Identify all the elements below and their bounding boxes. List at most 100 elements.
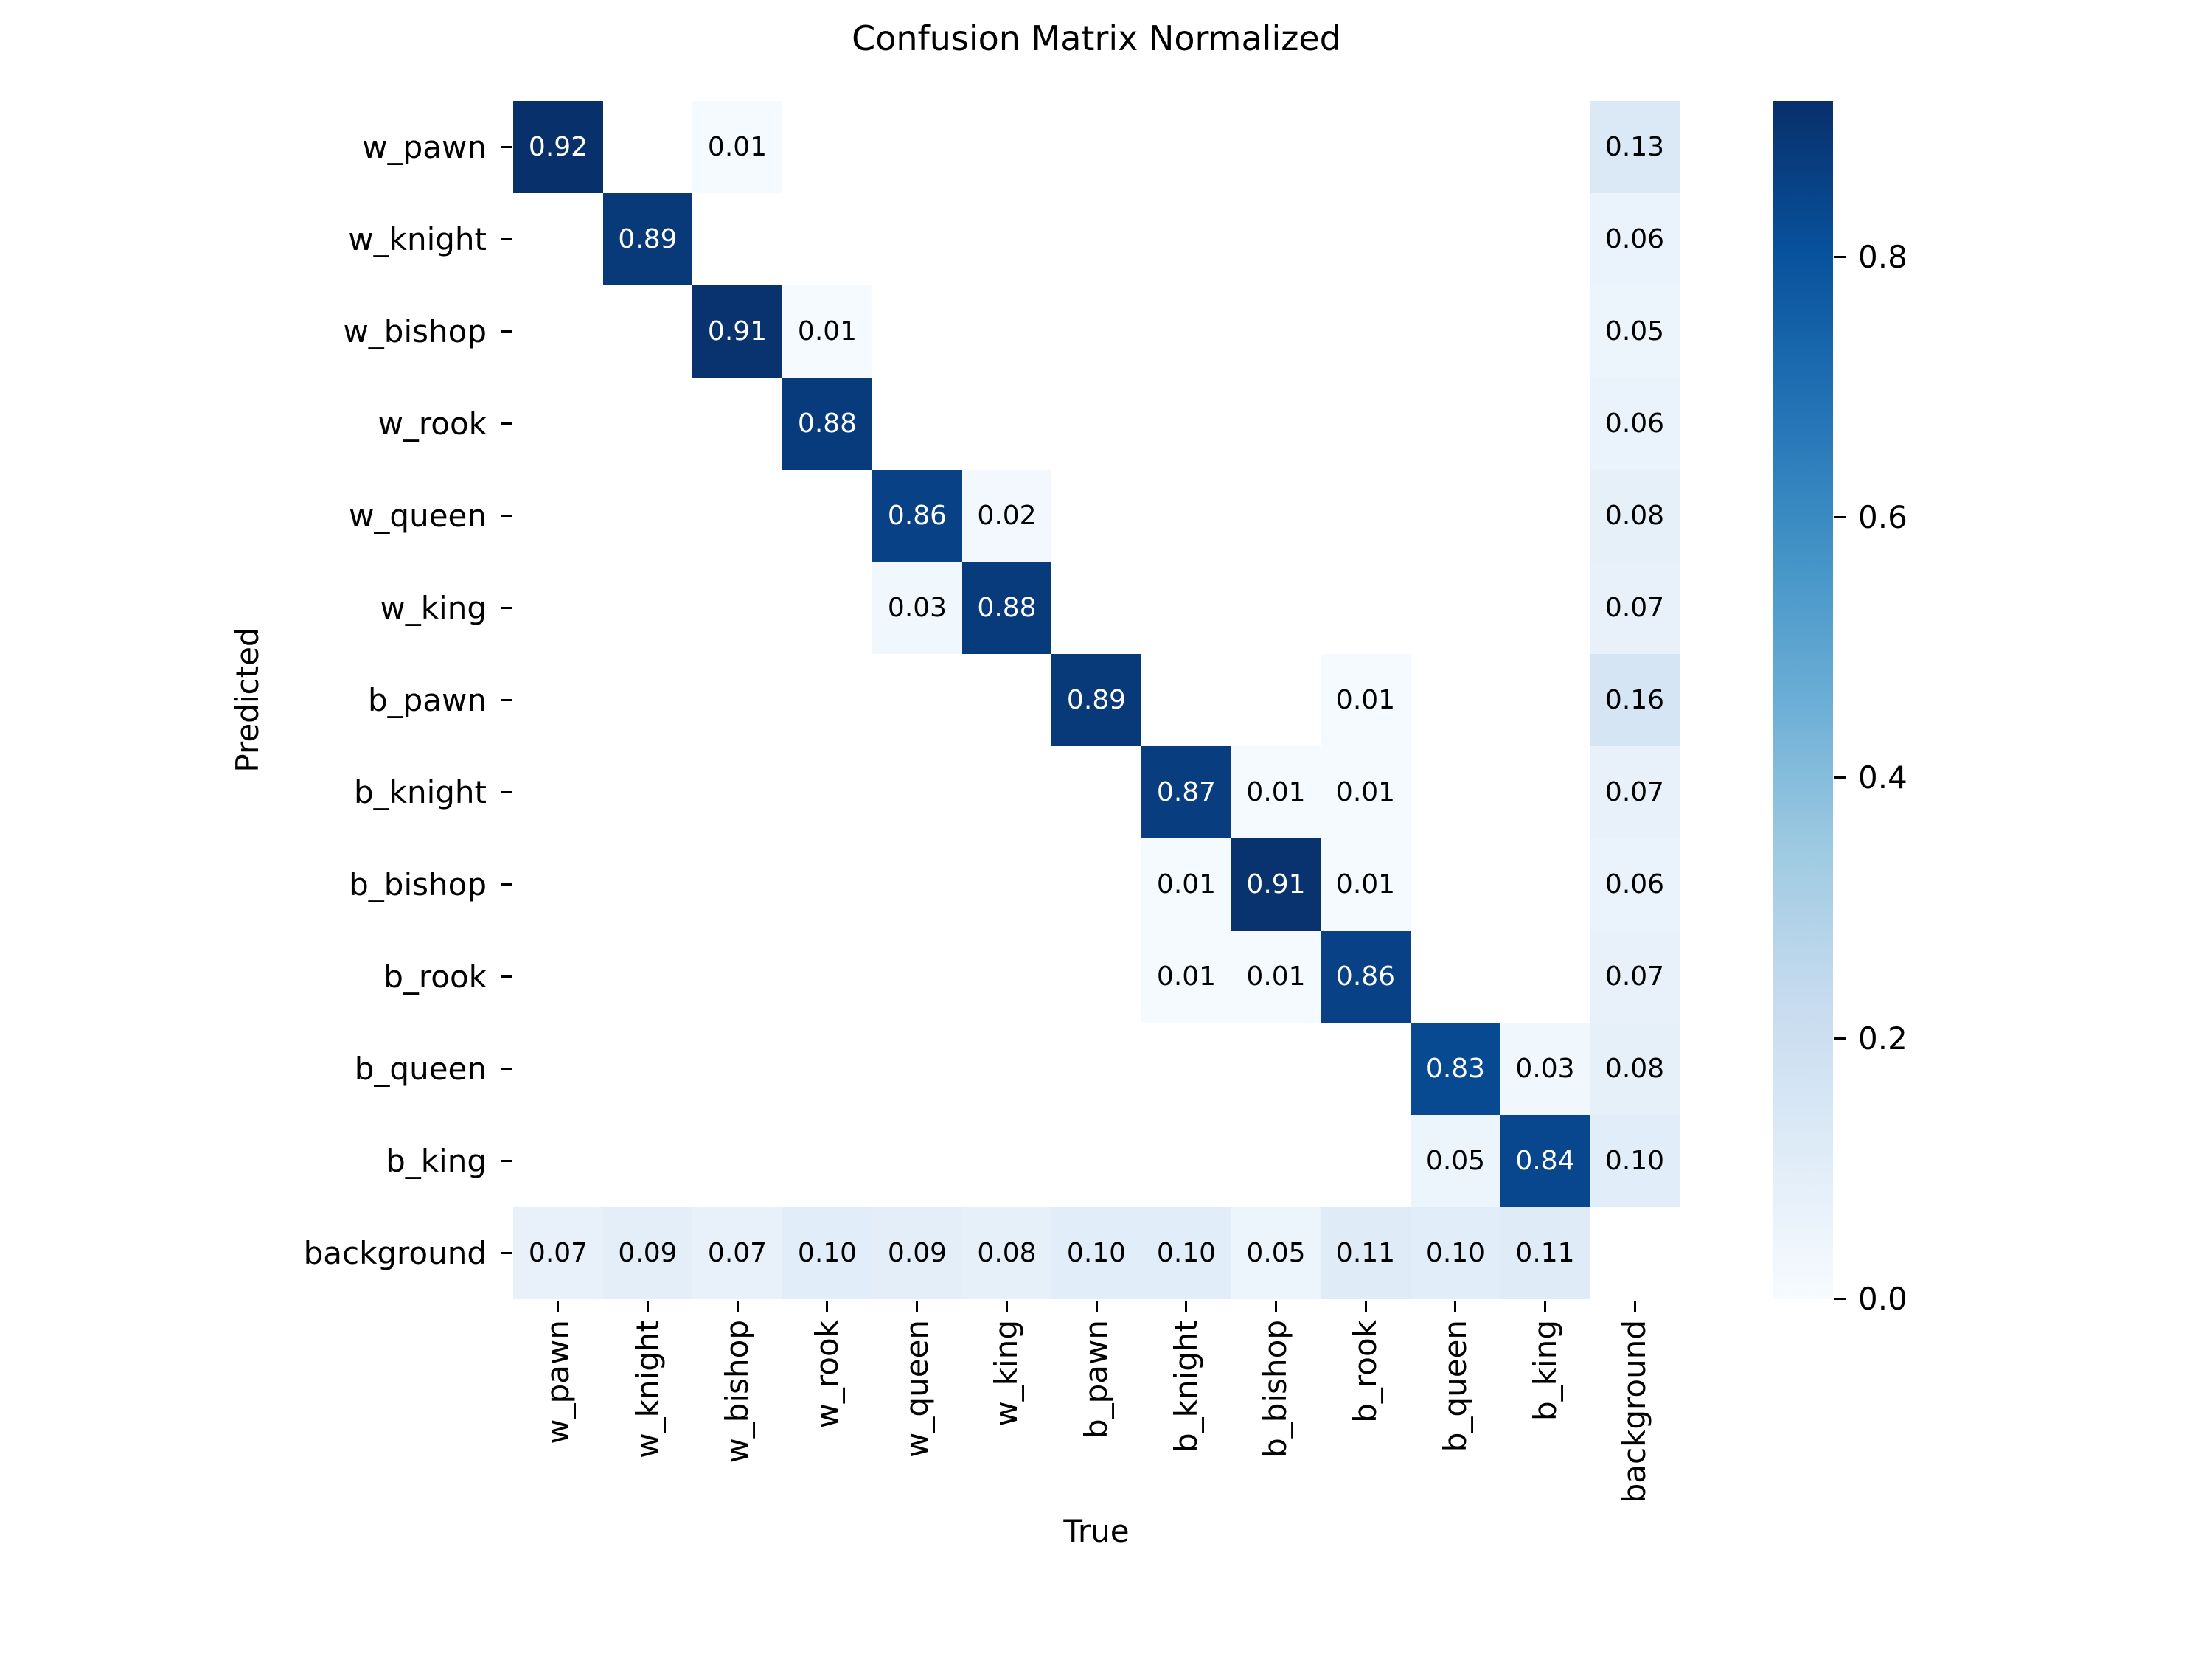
y-tick-label: b_bishop [349,866,487,902]
heatmap-cell: 0.07 [513,1207,603,1299]
heatmap-cell [872,931,962,1023]
heatmap-cell: 0.07 [1590,931,1680,1023]
heatmap-cell [1051,101,1141,193]
heatmap-cell: 0.08 [962,1207,1051,1299]
heatmap-cell [603,285,692,378]
x-tick-mark [1634,1301,1636,1312]
heatmap-cell [1321,562,1411,654]
heatmap-cell [1051,285,1141,378]
heatmap-cell [962,931,1051,1023]
colorbar-tick-mark [1834,776,1846,779]
heatmap-cell: 0.01 [692,101,782,193]
y-tick-label: w_pawn [362,129,487,165]
heatmap-cell [962,101,1051,193]
heatmap-cell [1231,101,1321,193]
heatmap-cell [513,378,603,470]
heatmap-cell [1051,1023,1141,1115]
heatmap-cell [1321,1023,1411,1115]
heatmap-cell [1231,193,1321,285]
y-tick-label: w_queen [349,498,487,534]
heatmap-cell [1411,470,1500,562]
y-tick-mark [501,883,512,886]
heatmap-cell: 0.07 [692,1207,782,1299]
heatmap-cell [513,1115,603,1207]
heatmap-cell [872,101,962,193]
heatmap-cell [872,1115,962,1207]
colorbar-tick-mark [1834,256,1846,258]
x-tick-mark [557,1301,559,1312]
heatmap-cell [1411,101,1500,193]
x-tick-mark [1275,1301,1277,1312]
x-tick-label: w_bishop [719,1320,755,1464]
heatmap-cell [1141,101,1231,193]
heatmap-cell [692,654,782,746]
heatmap-cell: 0.01 [1321,746,1411,838]
heatmap-cell [1141,654,1231,746]
heatmap-cell [513,838,603,931]
heatmap-cell [1411,562,1500,654]
heatmap-cell [1590,1207,1680,1299]
heatmap-cell: 0.92 [513,101,603,193]
heatmap-cell [872,285,962,378]
colorbar-gradient [1773,101,1833,1299]
heatmap-cell [692,193,782,285]
heatmap-cell [782,654,872,746]
heatmap-cell [513,562,603,654]
heatmap-cell: 0.08 [1590,1023,1680,1115]
heatmap-cell [1141,562,1231,654]
heatmap-cell [1231,285,1321,378]
heatmap-cell [603,931,692,1023]
heatmap-cell [1321,285,1411,378]
heatmap-cell [1500,193,1590,285]
heatmap-cell [962,654,1051,746]
heatmap-cell [1411,931,1500,1023]
heatmap-cell: 0.06 [1590,838,1680,931]
heatmap-cell: 0.91 [692,285,782,378]
heatmap-cell [1321,1115,1411,1207]
heatmap-cell [1141,1023,1231,1115]
heatmap-cell [962,1115,1051,1207]
heatmap-cell: 0.11 [1321,1207,1411,1299]
heatmap-cell [872,193,962,285]
heatmap-cell [872,378,962,470]
y-tick-label: b_knight [353,774,487,810]
heatmap-cell: 0.06 [1590,193,1680,285]
heatmap-cell: 0.05 [1231,1207,1321,1299]
x-tick-label: b_knight [1168,1320,1204,1453]
heatmap-cell [1411,378,1500,470]
y-tick-mark [501,1252,512,1254]
heatmap-cell [513,654,603,746]
heatmap-cell: 0.02 [962,470,1051,562]
heatmap-cell [782,838,872,931]
heatmap-cell [872,746,962,838]
heatmap-cell [872,1023,962,1115]
heatmap-cell [1500,654,1590,746]
heatmap-cell [692,378,782,470]
colorbar-tick-label: 0.0 [1858,1281,1907,1317]
heatmap-cell: 0.10 [782,1207,872,1299]
x-tick-label: w_knight [630,1320,666,1458]
heatmap-cell [1321,101,1411,193]
y-tick-mark [501,330,512,333]
heatmap-cell [782,193,872,285]
heatmap-cell [692,1023,782,1115]
heatmap-cell: 0.01 [1141,838,1231,931]
heatmap-cell [692,1115,782,1207]
heatmap-cell [603,1023,692,1115]
heatmap-cell [513,285,603,378]
heatmap-cell [603,378,692,470]
x-tick-label: b_king [1527,1320,1563,1421]
heatmap-cell [1141,378,1231,470]
colorbar-tick-mark [1834,1298,1846,1300]
colorbar-tick-label: 0.6 [1858,499,1907,535]
heatmap-cell: 0.01 [1231,746,1321,838]
heatmap-cell: 0.10 [1051,1207,1141,1299]
heatmap-cell: 0.87 [1141,746,1231,838]
chart-title: Confusion Matrix Normalized [852,18,1341,58]
heatmap-cell [1321,470,1411,562]
heatmap-cell [1500,838,1590,931]
y-tick-mark [501,238,512,240]
heatmap-cell [513,193,603,285]
heatmap-cell: 0.16 [1590,654,1680,746]
heatmap-cell [1500,746,1590,838]
